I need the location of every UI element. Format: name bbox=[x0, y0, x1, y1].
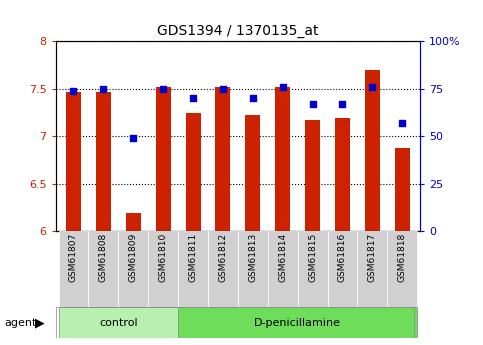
Bar bbox=[335, 118, 350, 231]
Text: agent: agent bbox=[5, 318, 37, 327]
Bar bbox=[387, 231, 417, 307]
Text: GSM61808: GSM61808 bbox=[99, 233, 108, 282]
Point bbox=[249, 96, 256, 101]
Text: GSM61810: GSM61810 bbox=[158, 233, 168, 282]
Text: control: control bbox=[99, 318, 138, 327]
Point bbox=[189, 96, 197, 101]
Point bbox=[339, 101, 346, 107]
Bar bbox=[156, 87, 170, 231]
Bar bbox=[178, 307, 417, 338]
Bar bbox=[96, 92, 111, 231]
Text: GSM61811: GSM61811 bbox=[188, 233, 198, 282]
Point bbox=[369, 84, 376, 90]
Bar bbox=[305, 120, 320, 231]
Bar bbox=[148, 231, 178, 307]
Bar bbox=[185, 112, 200, 231]
Text: GSM61812: GSM61812 bbox=[218, 233, 227, 282]
Bar bbox=[126, 213, 141, 231]
Point bbox=[398, 120, 406, 126]
Bar bbox=[365, 70, 380, 231]
Point bbox=[219, 86, 227, 91]
Text: GSM61807: GSM61807 bbox=[69, 233, 78, 282]
Title: GDS1394 / 1370135_at: GDS1394 / 1370135_at bbox=[157, 23, 319, 38]
Bar bbox=[88, 231, 118, 307]
Bar bbox=[58, 231, 88, 307]
Point bbox=[129, 135, 137, 141]
Bar bbox=[268, 231, 298, 307]
Text: ▶: ▶ bbox=[35, 316, 44, 329]
Bar bbox=[178, 231, 208, 307]
Text: GSM61814: GSM61814 bbox=[278, 233, 287, 282]
Text: GSM61813: GSM61813 bbox=[248, 233, 257, 282]
Text: GSM61816: GSM61816 bbox=[338, 233, 347, 282]
Bar bbox=[58, 307, 178, 338]
Bar bbox=[208, 231, 238, 307]
Point bbox=[159, 86, 167, 91]
Text: GSM61809: GSM61809 bbox=[129, 233, 138, 282]
Point bbox=[99, 86, 107, 91]
Text: GSM61815: GSM61815 bbox=[308, 233, 317, 282]
Bar bbox=[238, 231, 268, 307]
Bar bbox=[118, 231, 148, 307]
Bar bbox=[327, 231, 357, 307]
Text: GSM61817: GSM61817 bbox=[368, 233, 377, 282]
Bar bbox=[275, 87, 290, 231]
Point bbox=[279, 84, 286, 90]
Bar bbox=[357, 231, 387, 307]
Bar bbox=[298, 231, 327, 307]
Bar bbox=[215, 87, 230, 231]
Bar bbox=[245, 116, 260, 231]
Bar bbox=[395, 148, 410, 231]
Point bbox=[309, 101, 316, 107]
Text: D-penicillamine: D-penicillamine bbox=[254, 318, 341, 327]
Bar bbox=[66, 92, 81, 231]
Text: GSM61818: GSM61818 bbox=[398, 233, 407, 282]
Point bbox=[70, 88, 77, 93]
